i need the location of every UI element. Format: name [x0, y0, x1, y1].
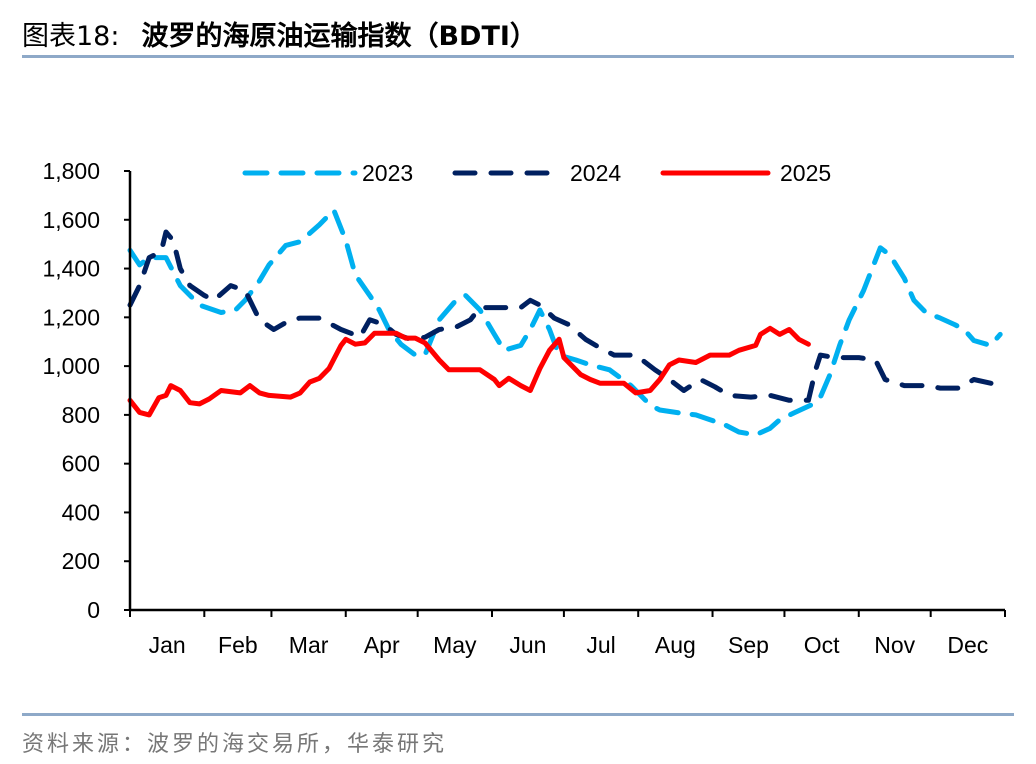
y-tick-label: 1,000 — [42, 353, 100, 379]
x-tick-label: May — [433, 632, 477, 658]
figure-number: 图表18: — [22, 21, 120, 52]
figure-title-text: 波罗的海原油运输指数（BDTI） — [141, 21, 537, 52]
x-tick-label: Nov — [874, 632, 915, 658]
legend-label-2023: 2023 — [362, 160, 413, 186]
y-tick-label: 1,800 — [42, 158, 100, 184]
x-tick-label: Apr — [364, 632, 400, 658]
source-note: 资料来源：波罗的海交易所，华泰研究 — [22, 732, 448, 757]
y-tick-label: 1,600 — [42, 207, 100, 233]
x-tick-label: Oct — [804, 632, 840, 658]
legend-label-2025: 2025 — [780, 160, 831, 186]
x-tick-label: Jan — [149, 632, 186, 658]
y-tick-label: 200 — [62, 548, 100, 574]
y-tick-label: 0 — [87, 597, 100, 623]
x-tick-label: Feb — [218, 632, 258, 658]
figure-title: 图表18: 波罗的海原油运输指数（BDTI） — [22, 14, 537, 53]
y-tick-label: 1,400 — [42, 256, 100, 282]
source-divider — [22, 713, 1014, 716]
y-tick-label: 800 — [62, 402, 100, 428]
y-tick-label: 1,200 — [42, 304, 100, 330]
x-tick-label: Jul — [586, 632, 615, 658]
x-tick-label: Mar — [289, 632, 329, 658]
x-tick-label: Dec — [947, 632, 988, 658]
legend-label-2024: 2024 — [570, 160, 621, 186]
series-line-2025 — [127, 325, 811, 418]
y-tick-label: 400 — [62, 499, 100, 525]
y-tick-label: 600 — [62, 451, 100, 477]
x-tick-label: Jun — [509, 632, 546, 658]
x-tick-label: Sep — [728, 632, 769, 658]
x-tick-label: Aug — [655, 632, 696, 658]
series-line-2024 — [127, 229, 1006, 403]
title-divider — [22, 55, 1014, 58]
